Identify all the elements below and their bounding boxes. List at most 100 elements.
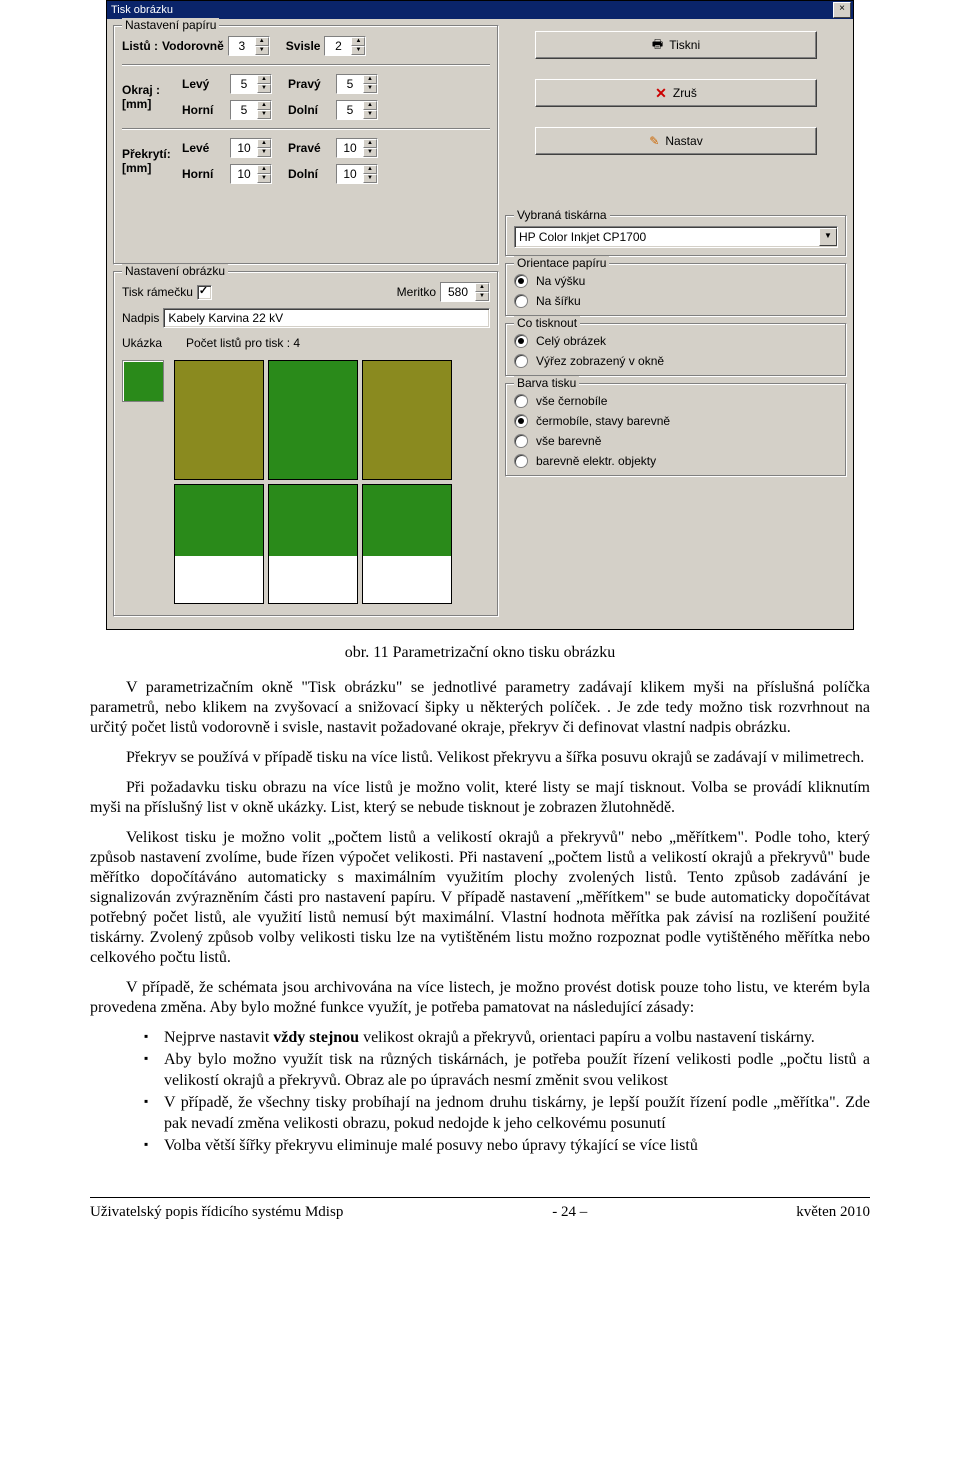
- landscape-label: Na šířku: [536, 294, 581, 308]
- page-tile[interactable]: [362, 360, 452, 480]
- paper-legend: Nastavení papíru: [122, 18, 219, 32]
- chevron-up-icon[interactable]: ▲: [255, 37, 269, 46]
- chevron-up-icon[interactable]: ▲: [351, 37, 365, 46]
- set-button[interactable]: ✎ Nastav: [535, 127, 817, 155]
- footer-mid: - 24 –: [552, 1204, 587, 1221]
- preview-label: Ukázka: [122, 336, 182, 350]
- overlap-label: Překrytí:: [122, 147, 178, 161]
- o-bottom-input[interactable]: [337, 165, 363, 183]
- chevron-up-icon[interactable]: ▲: [257, 165, 271, 174]
- m-right-stepper[interactable]: ▲▼: [336, 74, 378, 94]
- what-group: Co tisknout Celý obrázek Výřez zobrazený…: [505, 323, 847, 377]
- o-right-label: Pravé: [288, 141, 332, 155]
- paper-settings-group: Nastavení papíru Listů : Vodorovně ▲▼ Sv…: [113, 25, 499, 265]
- page-tile[interactable]: [268, 360, 358, 480]
- chevron-down-icon[interactable]: ▼: [363, 174, 377, 183]
- chevron-down-icon[interactable]: ▼: [363, 84, 377, 93]
- chevron-down-icon[interactable]: ▼: [363, 110, 377, 119]
- list-item: Aby bylo možno využít tisk na různých ti…: [144, 1050, 870, 1091]
- paragraph: Překryv se používá v případě tisku na ví…: [90, 748, 870, 768]
- list-item: Volba větší šířky překryvu eliminuje mal…: [144, 1136, 870, 1156]
- paragraph: V parametrizačním okně "Tisk obrázku" se…: [90, 678, 870, 738]
- page-tile[interactable]: [362, 484, 452, 604]
- horiz-input[interactable]: [229, 37, 255, 55]
- chevron-up-icon[interactable]: ▲: [257, 139, 271, 148]
- m-bottom-stepper[interactable]: ▲▼: [336, 100, 378, 120]
- chevron-up-icon[interactable]: ▲: [363, 75, 377, 84]
- o-right-stepper[interactable]: ▲▼: [336, 138, 378, 158]
- chevron-up-icon[interactable]: ▲: [363, 101, 377, 110]
- list-item: V případě, že všechny tisky probíhají na…: [144, 1093, 870, 1134]
- m-right-input[interactable]: [337, 75, 363, 93]
- cancel-button[interactable]: ✕ Zruš: [535, 79, 817, 107]
- print-button-label: Tiskni: [669, 38, 700, 52]
- portrait-label: Na výšku: [536, 274, 585, 288]
- color-legend: Barva tisku: [514, 376, 579, 390]
- chevron-down-icon[interactable]: ▼: [363, 148, 377, 157]
- print-dialog: Tisk obrázku × Nastavení papíru Listů : …: [106, 0, 854, 630]
- close-icon[interactable]: ×: [833, 2, 851, 18]
- radio-portrait[interactable]: [514, 274, 528, 288]
- margin-label: Okraj :: [122, 83, 178, 97]
- radio-c2[interactable]: [514, 414, 528, 428]
- horiz-stepper[interactable]: ▲▼: [228, 36, 270, 56]
- vert-label: Svisle: [286, 39, 321, 53]
- pages-grid: [174, 360, 452, 604]
- page-tile[interactable]: [268, 484, 358, 604]
- radio-whole[interactable]: [514, 334, 528, 348]
- m-top-stepper[interactable]: ▲▼: [230, 100, 272, 120]
- chevron-up-icon[interactable]: ▲: [363, 165, 377, 174]
- page-tile[interactable]: [174, 484, 264, 604]
- chevron-down-icon[interactable]: ▼: [257, 110, 271, 119]
- chevron-down-icon[interactable]: ▼: [255, 46, 269, 55]
- list-item: Nejprve nastavit vždy stejnou velikost o…: [144, 1028, 870, 1048]
- o-left-stepper[interactable]: ▲▼: [230, 138, 272, 158]
- radio-c1[interactable]: [514, 394, 528, 408]
- scale-stepper[interactable]: ▲▼: [440, 282, 490, 302]
- printer-combo[interactable]: HP Color Inkjet CP1700 ▼: [514, 226, 838, 248]
- chevron-up-icon[interactable]: ▲: [257, 75, 271, 84]
- chevron-down-icon[interactable]: ▼: [257, 174, 271, 183]
- o-right-input[interactable]: [337, 139, 363, 157]
- chevron-up-icon[interactable]: ▲: [475, 283, 489, 292]
- sheets-label: Listů :: [122, 39, 158, 53]
- o-top-input[interactable]: [231, 165, 257, 183]
- chevron-down-icon[interactable]: ▼: [819, 228, 837, 246]
- orient-legend: Orientace papíru: [514, 256, 609, 270]
- o-left-input[interactable]: [231, 139, 257, 157]
- page-tile[interactable]: [174, 360, 264, 480]
- m-bottom-input[interactable]: [337, 101, 363, 119]
- m-left-stepper[interactable]: ▲▼: [230, 74, 272, 94]
- m-left-label: Levý: [182, 77, 226, 91]
- margin-unit: [mm]: [122, 97, 178, 111]
- frame-checkbox[interactable]: [197, 285, 212, 300]
- preview-thumb: [122, 360, 164, 402]
- o-top-stepper[interactable]: ▲▼: [230, 164, 272, 184]
- m-left-input[interactable]: [231, 75, 257, 93]
- o-bottom-stepper[interactable]: ▲▼: [336, 164, 378, 184]
- chevron-down-icon[interactable]: ▼: [257, 84, 271, 93]
- radio-c3[interactable]: [514, 434, 528, 448]
- color-group: Barva tisku vše černobíle čermobíle, sta…: [505, 383, 847, 477]
- caption-input[interactable]: [163, 308, 490, 328]
- m-top-input[interactable]: [231, 101, 257, 119]
- chevron-up-icon[interactable]: ▲: [257, 101, 271, 110]
- chevron-down-icon[interactable]: ▼: [257, 148, 271, 157]
- bullet-list: Nejprve nastavit vždy stejnou velikost o…: [90, 1028, 870, 1157]
- chevron-down-icon[interactable]: ▼: [351, 46, 365, 55]
- caption-label: Nadpis: [122, 311, 159, 325]
- m-top-label: Horní: [182, 103, 226, 117]
- footer-left: Uživatelský popis řídicího systému Mdisp: [90, 1204, 343, 1221]
- printer-legend: Vybraná tiskárna: [514, 208, 610, 222]
- printer-value: HP Color Inkjet CP1700: [519, 230, 646, 244]
- chevron-down-icon[interactable]: ▼: [475, 292, 489, 301]
- set-button-label: Nastav: [665, 134, 702, 148]
- vert-stepper[interactable]: ▲▼: [324, 36, 366, 56]
- print-button[interactable]: 🖶 Tiskni: [535, 31, 817, 59]
- scale-input[interactable]: [441, 283, 475, 301]
- radio-c4[interactable]: [514, 454, 528, 468]
- vert-input[interactable]: [325, 37, 351, 55]
- radio-landscape[interactable]: [514, 294, 528, 308]
- radio-viewport[interactable]: [514, 354, 528, 368]
- chevron-up-icon[interactable]: ▲: [363, 139, 377, 148]
